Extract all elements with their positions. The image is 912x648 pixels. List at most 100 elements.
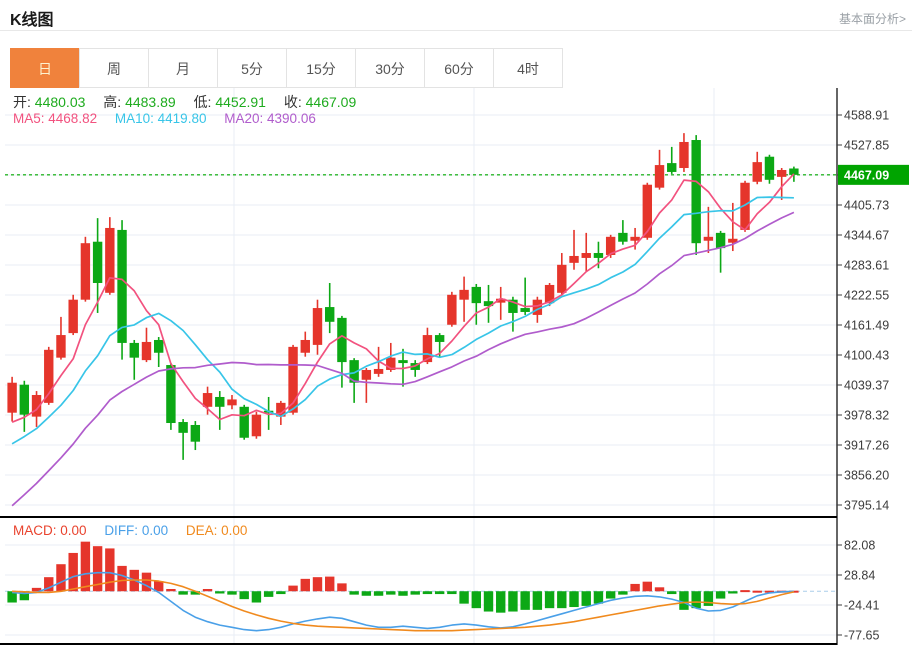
candle — [373, 368, 384, 374]
tab-day[interactable]: 日 — [10, 48, 80, 88]
macd-bar — [202, 588, 213, 592]
macd-bar — [471, 591, 481, 609]
macd-bar — [215, 591, 225, 594]
macd-bar — [349, 591, 359, 595]
macd-bar — [593, 591, 604, 604]
price-axis-label: 4527.85 — [844, 139, 889, 153]
candle — [569, 255, 579, 263]
ohlc-open: 开: 4480.03 — [13, 94, 86, 110]
ma20-line — [11, 211, 795, 507]
candle — [447, 294, 457, 325]
fundamental-analysis-link[interactable]: 基本面分析> — [838, 12, 906, 26]
candle — [337, 317, 347, 363]
macd-bar — [141, 572, 152, 592]
candle — [190, 424, 201, 442]
candle — [288, 346, 298, 413]
candle — [141, 341, 152, 361]
candle — [728, 238, 738, 243]
candle — [581, 253, 591, 258]
macd-bar — [508, 591, 518, 612]
candle — [776, 169, 787, 177]
macd-bar — [422, 591, 433, 595]
page-title: K线图 — [10, 12, 54, 29]
macd-bar — [386, 591, 396, 595]
tab-week[interactable]: 周 — [79, 48, 149, 88]
macd-axis-label: -24.41 — [844, 599, 879, 613]
candle — [654, 165, 665, 188]
macd-bar — [80, 541, 91, 592]
candle — [508, 299, 518, 313]
candle — [532, 299, 543, 315]
macd-bar — [398, 591, 408, 596]
candle — [483, 301, 494, 307]
candle — [300, 339, 310, 353]
ohlc-low: 低: 4452.91 — [193, 94, 266, 110]
macd-bar — [654, 587, 665, 592]
candle — [386, 357, 396, 370]
candle — [215, 396, 225, 407]
price-axis-label: 3978.32 — [844, 409, 889, 423]
candle — [667, 163, 677, 172]
tab-month[interactable]: 月 — [148, 48, 218, 88]
ma10-line — [11, 196, 794, 445]
ohlc-close: 收: 4467.09 — [283, 94, 357, 110]
dea-line — [12, 579, 795, 632]
macd-bar — [715, 591, 726, 599]
tab-4hour[interactable]: 4时 — [493, 48, 563, 88]
candle — [7, 382, 17, 413]
ma-legend: MA5: 4468.82 MA10: 4419.80 MA20: 4390.06 — [13, 111, 330, 126]
tab-60min[interactable]: 60分 — [424, 48, 494, 88]
macd-bar — [569, 591, 579, 608]
tab-30min[interactable]: 30分 — [355, 48, 425, 88]
candle — [520, 308, 530, 312]
price-axis-label: 4100.43 — [844, 349, 889, 363]
macd-bar — [557, 591, 567, 609]
macd-bar — [178, 591, 188, 595]
price-axis-label: 4405.73 — [844, 199, 889, 213]
candle — [544, 284, 555, 304]
macd-bar — [288, 585, 298, 592]
ma5-value: MA5: 4468.82 — [13, 111, 98, 126]
tab-5min[interactable]: 5分 — [217, 48, 287, 88]
candle — [153, 339, 164, 353]
candle — [752, 162, 762, 182]
macd-bar — [667, 591, 677, 595]
macd-bar — [483, 591, 494, 612]
macd-bar — [496, 591, 506, 613]
price-axis-label: 4344.67 — [844, 229, 889, 243]
candle — [166, 365, 176, 424]
candle — [496, 298, 506, 303]
candle — [80, 243, 91, 300]
candle — [227, 399, 237, 406]
macd-bar — [373, 591, 384, 596]
price-axis-label: 4039.37 — [844, 379, 889, 393]
macd-bar — [679, 591, 689, 610]
candle — [117, 229, 127, 343]
macd-bar — [642, 581, 653, 592]
candle — [276, 402, 286, 417]
candle — [679, 141, 689, 169]
macd-bar — [434, 591, 445, 595]
candle — [642, 184, 653, 238]
header-divider — [0, 30, 912, 31]
macd-bar — [764, 590, 775, 593]
candle — [630, 236, 640, 241]
price-axis-label: 4161.49 — [844, 319, 889, 333]
macd-bar — [605, 591, 616, 599]
macd-bar — [276, 591, 286, 595]
ohlc-legend: 开: 4480.03 高: 4483.89 低: 4452.91 收: 4467… — [13, 92, 370, 112]
candle — [422, 335, 433, 363]
last-price-badge-text: 4467.09 — [844, 168, 889, 182]
price-axis-label: 3917.26 — [844, 439, 889, 453]
macd-bar — [31, 587, 42, 592]
macd-bar — [325, 576, 335, 592]
macd-bar — [300, 578, 310, 592]
candle — [105, 227, 115, 293]
tab-15min[interactable]: 15分 — [286, 48, 356, 88]
macd-bar — [19, 591, 30, 601]
candle — [239, 406, 249, 438]
macd-bar — [691, 591, 701, 609]
price-axis-label: 4283.61 — [844, 259, 889, 273]
